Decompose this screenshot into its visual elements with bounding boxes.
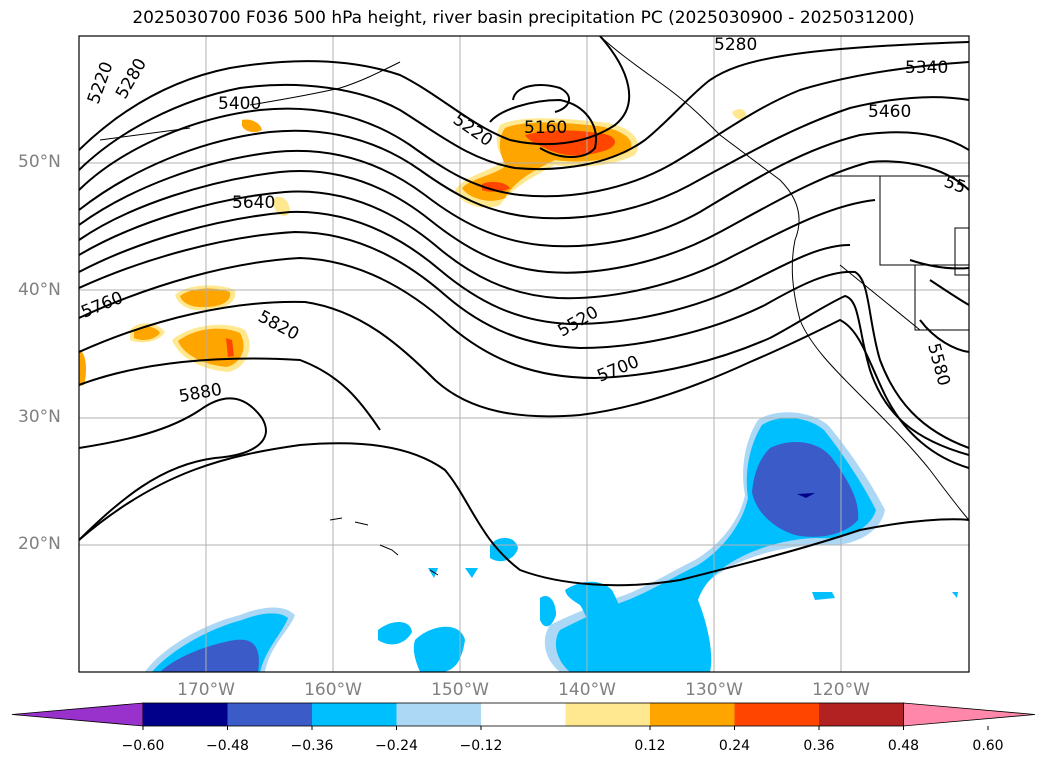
precip-shading-positive [79,109,747,386]
colorbar-outline [142,702,904,727]
contour-label: 5580 [923,341,954,388]
colorbar-tick-label: 0.36 [803,738,835,754]
lon-label: 160°W [304,680,362,700]
colorbar-segment [734,703,820,726]
contour-label: 5760 [78,288,126,323]
lat-label: 40°N [18,280,61,300]
colorbar-segment [396,703,482,726]
lon-label: 150°W [431,680,489,700]
colorbar-tick-label: 0.60 [972,738,1004,754]
colorbar-segment [481,703,566,726]
lon-label: 120°W [812,680,870,700]
height-contours [79,36,969,587]
colorbar-tick-label: 0.24 [718,738,751,754]
map-frame [78,35,970,673]
contour-label: 5280 [112,55,151,102]
colorbar-segment [312,703,397,726]
contour-label: 5640 [232,193,275,213]
lat-label: 30°N [18,407,61,427]
map-title: 2025030700 F036 500 hPa height, river ba… [132,8,915,28]
colorbar-extend-max [903,702,1036,727]
contour-label: 5220 [84,59,118,106]
colorbar-segment [819,703,904,726]
contour-label: 5460 [868,102,911,122]
contour-label: 5280 [714,35,757,55]
lat-label: 50°N [18,152,61,172]
colorbar-tick-label: −0.24 [375,738,418,754]
colorbar-tick-label: −0.36 [290,738,334,754]
colorbar-extend-min [11,702,144,727]
colorbar-tick-label: 0.12 [634,738,666,754]
lon-label: 170°W [177,680,235,700]
lon-label: 130°W [685,680,743,700]
gridlines [79,36,969,672]
colorbar-tick-label: −0.12 [459,738,503,754]
contour-label: 5400 [218,94,261,114]
lat-label: 20°N [18,534,61,554]
contour-label: 5700 [594,352,642,387]
colorbar [11,702,1036,730]
colorbar-segment [227,703,313,726]
contour-label: 5520 [555,302,602,341]
colorbar-tick-label: 0.48 [887,738,920,754]
colorbar-segment [650,703,735,726]
contour-label: 5160 [524,118,567,138]
colorbar-segment [565,703,651,726]
precip-shading-negative [145,412,958,672]
colorbar-tick-label: −0.48 [206,738,249,754]
contour-label: 5340 [905,58,948,78]
colorbar-segment [143,703,228,726]
colorbar-tick-label: −0.60 [121,738,165,754]
lon-label: 140°W [558,680,616,700]
contour-label: 5820 [255,307,303,345]
contour-label: 5880 [177,380,223,407]
